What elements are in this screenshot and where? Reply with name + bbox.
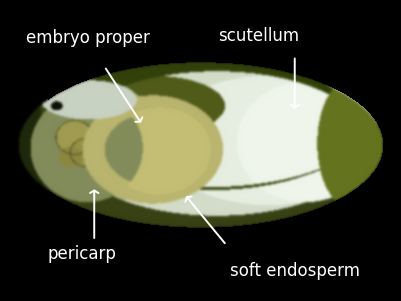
Text: soft endosperm: soft endosperm	[230, 262, 360, 280]
Text: scutellum: scutellum	[218, 27, 299, 45]
Text: embryo proper: embryo proper	[26, 29, 150, 47]
Text: pericarp: pericarp	[48, 245, 117, 263]
